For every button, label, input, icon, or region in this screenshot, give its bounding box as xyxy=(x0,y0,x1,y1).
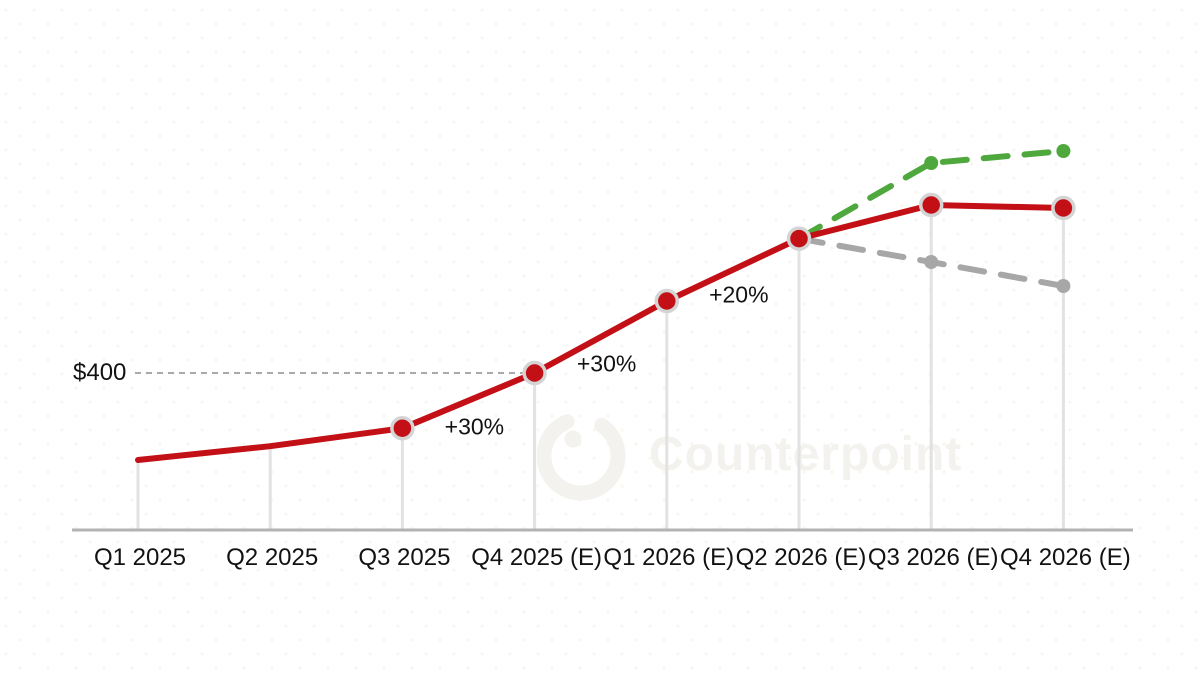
downside-data-dot xyxy=(1056,279,1071,293)
downside-data-dot xyxy=(924,255,939,269)
data-point-marker xyxy=(522,360,547,386)
data-point-marker xyxy=(1051,195,1076,221)
data-point-marker xyxy=(918,192,944,218)
series-line-base xyxy=(135,202,1067,463)
upside-data-dot xyxy=(1056,144,1071,158)
data-point-marker xyxy=(786,226,812,251)
series-line-upside xyxy=(796,148,1067,242)
upside-data-dot xyxy=(924,156,939,170)
data-point-marker xyxy=(390,415,415,441)
data-point-marker xyxy=(654,288,680,314)
